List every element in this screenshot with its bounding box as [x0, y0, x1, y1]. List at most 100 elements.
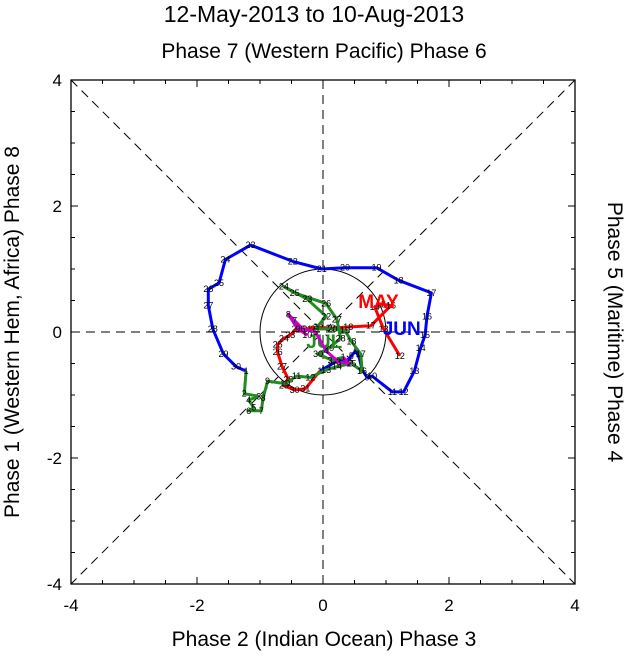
x-tick-label: -2 [189, 596, 204, 615]
day-label: 3 [256, 391, 261, 401]
day-label: 14 [416, 343, 426, 353]
day-label: 1 [244, 366, 249, 376]
day-label: 16 [357, 366, 367, 376]
month-label-jun: JUN [383, 319, 421, 340]
day-label: 18 [394, 275, 404, 285]
day-label: 4 [324, 346, 329, 356]
series-line-jun [206, 243, 433, 394]
day-label: 6 [353, 346, 358, 356]
y-tick-label: 2 [53, 197, 62, 216]
day-label: 9 [295, 324, 300, 334]
day-label: 25 [273, 340, 283, 350]
left-phase-label: Phase 1 (Western Hem, Africa) Phase 8 [1, 146, 24, 518]
day-label: 29 [324, 343, 334, 353]
day-label: 30 [313, 349, 323, 359]
day-label: 13 [321, 365, 331, 375]
x-tick-label: 0 [318, 596, 327, 615]
month-label-may: MAY [358, 292, 399, 313]
day-label: 18 [346, 336, 356, 346]
top-phase-label: Phase 7 (Western Pacific) Phase 6 [161, 40, 486, 63]
bottom-phase-label: Phase 2 (Indian Ocean) Phase 3 [172, 628, 477, 651]
day-label: 22 [321, 311, 331, 321]
day-label: 24 [279, 282, 289, 292]
day-label: 23 [302, 294, 312, 304]
day-label: 27 [203, 301, 213, 311]
day-label: 31 [300, 384, 310, 394]
day-label: 5 [313, 327, 318, 337]
y-axis-ticks: -4 -2 0 2 4 [47, 71, 62, 594]
day-label: 29 [218, 349, 228, 359]
day-label: 24 [279, 333, 289, 343]
day-label: 29 [279, 381, 289, 391]
month-label-jul: JUL [306, 332, 342, 353]
day-label: 4 [246, 395, 251, 405]
day-label: 23 [285, 330, 295, 340]
day-label: 15 [420, 330, 430, 340]
day-label: 21 [317, 264, 327, 274]
day-label: 28 [208, 324, 218, 334]
day-label: 15 [376, 299, 386, 309]
day-label: 25 [214, 278, 224, 288]
day-label: 23 [246, 240, 256, 250]
diagonal-line-2 [70, 79, 576, 585]
day-label: 16 [422, 311, 432, 321]
day-label: 2 [242, 389, 247, 399]
y-tick-label: 4 [53, 71, 62, 90]
day-label: 19 [340, 326, 350, 336]
day-label: 9 [265, 376, 270, 386]
day-label: 9 [365, 372, 370, 382]
day-label: 2 [328, 360, 333, 370]
day-label: 21 [310, 324, 320, 334]
day-label: 12 [305, 372, 315, 382]
day-label: 20 [327, 324, 337, 334]
diagonal-line-1 [70, 79, 576, 585]
day-label: 14 [370, 302, 380, 312]
day-label: 2 [347, 359, 352, 369]
day-label: 15 [346, 359, 356, 369]
day-label: 18 [343, 322, 353, 332]
day-label: 25 [290, 288, 300, 298]
day-label: 17 [426, 288, 436, 298]
day-label: 11 [388, 387, 397, 397]
day-label: 7 [292, 316, 297, 326]
day-label: 20 [340, 263, 350, 273]
day-label: 17 [366, 321, 376, 331]
day-label: 22 [288, 256, 298, 266]
day-label: 10 [280, 379, 290, 389]
day-label: 28 [336, 333, 346, 343]
y-tick-label: 0 [53, 323, 62, 342]
day-label: 6 [300, 324, 305, 334]
day-label: 14 [332, 362, 342, 372]
day-label: 13 [378, 324, 388, 334]
day-label: 8 [286, 309, 291, 319]
day-label: 27 [332, 314, 342, 324]
day-label: 7 [259, 406, 264, 416]
x-axis-ticks: -4 -2 0 2 4 [63, 596, 579, 615]
day-label: 1 [341, 352, 346, 362]
day-label: 11 [292, 371, 301, 381]
series-line-jul [242, 285, 364, 413]
day-label: 5 [349, 351, 354, 361]
day-label: 30 [290, 385, 300, 395]
day-label: 19 [372, 263, 382, 273]
day-label: 27 [277, 362, 287, 372]
day-label: 7 [357, 353, 362, 363]
x-tick-label: -4 [63, 596, 78, 615]
right-phase-label: Phase 5 (Maritime) Phase 4 [603, 202, 626, 463]
x-tick-label: 4 [570, 596, 579, 615]
x-tick-label: 2 [444, 596, 453, 615]
chart-title: 12-May-2013 to 10-Aug-2013 [164, 1, 464, 27]
day-label: 5 [251, 403, 256, 413]
day-label: 10 [367, 371, 377, 381]
day-label: 12 [399, 387, 409, 397]
day-label: 31 [327, 355, 337, 365]
y-tick-label: -4 [47, 575, 62, 594]
day-label: 8 [261, 393, 266, 403]
day-label: 1 [317, 366, 322, 376]
tick-marks [70, 79, 576, 585]
day-label: 26 [203, 284, 213, 294]
